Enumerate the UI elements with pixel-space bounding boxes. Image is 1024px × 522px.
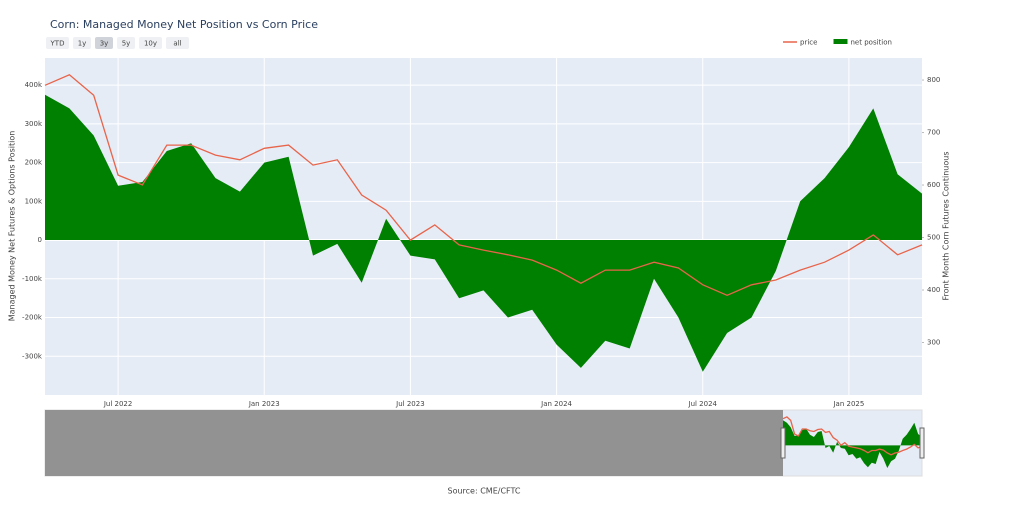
x-tick-label: Jul 2023 (395, 400, 425, 408)
y2-tick-label: 800 (927, 76, 940, 84)
y-tick-label: 200k (25, 159, 43, 167)
y-tick-label: -300k (22, 352, 43, 360)
y-tick-label: -100k (22, 275, 43, 283)
y-tick-label: 300k (25, 120, 43, 128)
legend-label[interactable]: price (800, 39, 817, 47)
series-line (44, 74, 923, 297)
y-tick-label: 0 (38, 236, 42, 244)
range-button-label[interactable]: 5y (122, 40, 131, 48)
x-tick-label: Jan 2025 (832, 400, 864, 408)
range-button[interactable] (139, 37, 162, 49)
legend-swatch (833, 39, 848, 44)
range-handle-right[interactable] (919, 427, 925, 459)
source-note: Source: CME/CFTC (447, 487, 520, 496)
y-axis-title: Managed Money Net Futures & Options Posi… (8, 131, 17, 322)
range-button-label[interactable]: 3y (100, 40, 109, 48)
x-tick-label: Jan 2023 (248, 400, 280, 408)
range-button[interactable] (95, 37, 113, 49)
range-button-label[interactable]: all (173, 40, 181, 48)
x-tick-label: Jul 2022 (103, 400, 133, 408)
y2-axis-title: Front Month Corn Futures Continuous (942, 151, 951, 300)
y2-tick-label: 500 (927, 234, 940, 242)
range-button[interactable] (73, 37, 91, 49)
y-tick-label: 100k (25, 197, 43, 205)
x-tick-label: Jul 2024 (688, 400, 718, 408)
range-button-label[interactable]: 1y (78, 40, 87, 48)
mini-series-area (783, 420, 922, 468)
y-tick-label: 400k (25, 81, 43, 89)
y2-tick-label: 400 (927, 286, 940, 294)
mini-series-line (782, 416, 923, 456)
y-tick-label: -200k (22, 314, 43, 322)
range-button-label[interactable]: 10y (144, 40, 157, 48)
x-tick-label: Jan 2024 (540, 400, 572, 408)
y2-tick-label: 600 (927, 181, 940, 189)
range-handle-left[interactable] (780, 427, 786, 459)
series-area (45, 94, 922, 372)
range-button[interactable] (166, 37, 189, 49)
range-button-label[interactable]: YTD (50, 40, 65, 48)
range-slider-mask (45, 410, 783, 476)
range-button[interactable] (117, 37, 135, 49)
y2-tick-label: 700 (927, 129, 940, 137)
range-button[interactable] (46, 37, 69, 49)
chart-title: Corn: Managed Money Net Position vs Corn… (50, 18, 318, 31)
legend-label[interactable]: net position (851, 39, 892, 47)
y2-tick-label: 300 (927, 339, 940, 347)
